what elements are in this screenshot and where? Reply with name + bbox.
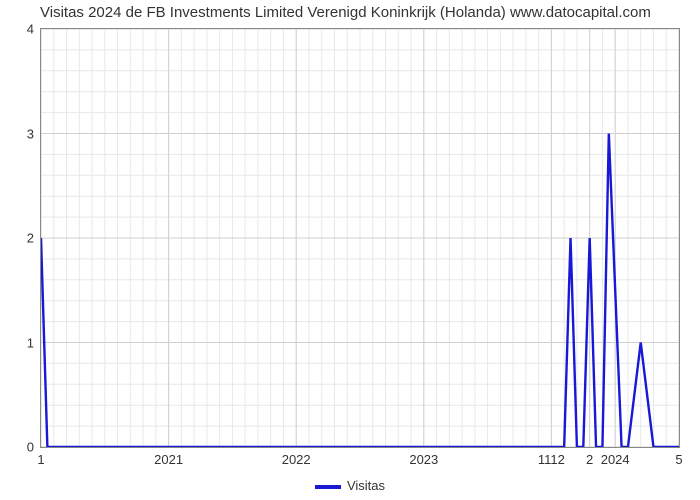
x-tick-label: 1112 [538, 452, 565, 467]
x-tick-label: 2024 [601, 452, 630, 467]
y-tick-label: 2 [4, 231, 34, 246]
chart-title: Visitas 2024 de FB Investments Limited V… [40, 4, 651, 21]
y-tick-label: 0 [4, 440, 34, 455]
x-tick-label: 2023 [409, 452, 438, 467]
x-tick-label: 5 [675, 452, 682, 467]
x-tick-label: 1 [37, 452, 44, 467]
y-tick-label: 1 [4, 335, 34, 350]
legend-label: Visitas [347, 478, 385, 493]
plot-svg [41, 29, 679, 447]
plot-area [40, 28, 680, 448]
legend: Visitas [0, 478, 700, 493]
legend-swatch [315, 485, 341, 489]
x-tick-label: 2022 [282, 452, 311, 467]
x-tick-label: 2 [586, 452, 593, 467]
chart-container: Visitas 2024 de FB Investments Limited V… [0, 0, 700, 500]
y-tick-label: 4 [4, 22, 34, 37]
y-tick-label: 3 [4, 126, 34, 141]
x-tick-label: 2021 [154, 452, 183, 467]
grid-lines [41, 29, 679, 447]
